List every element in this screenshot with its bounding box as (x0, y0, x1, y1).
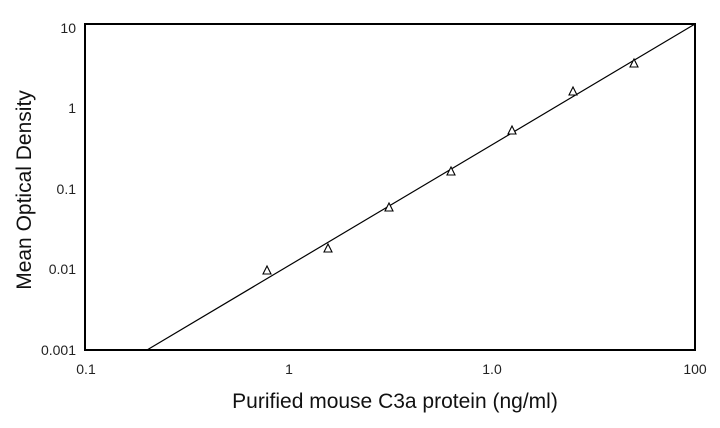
y-tick-labels: 10 1 0.1 0.01 0.001 (41, 20, 76, 358)
y-tick-label: 1 (68, 100, 76, 116)
data-markers (262, 57, 639, 275)
plot-frame (84, 23, 696, 351)
data-point (507, 124, 517, 135)
data-point (262, 264, 272, 275)
x-tick-label: 0.1 (76, 361, 96, 377)
x-tick-label: 100 (683, 361, 707, 377)
fit-line (146, 23, 696, 351)
y-axis-title: Mean Optical Density (13, 90, 36, 290)
data-point (446, 165, 456, 176)
x-tick-labels: 0.1 1 1.0 100 (76, 361, 707, 377)
y-tick-label: 0.1 (57, 181, 77, 197)
x-tick-label: 1 (285, 361, 293, 377)
data-point (384, 201, 394, 212)
data-point (568, 85, 578, 96)
y-tick-label: 10 (60, 20, 76, 36)
x-tick-label: 1.0 (482, 361, 502, 377)
y-tick-label: 0.001 (41, 342, 76, 358)
x-axis-title: Purified mouse C3a protein (ng/ml) (232, 390, 558, 413)
data-point (323, 242, 333, 253)
y-tick-label: 0.01 (49, 261, 76, 277)
data-point (629, 57, 639, 68)
